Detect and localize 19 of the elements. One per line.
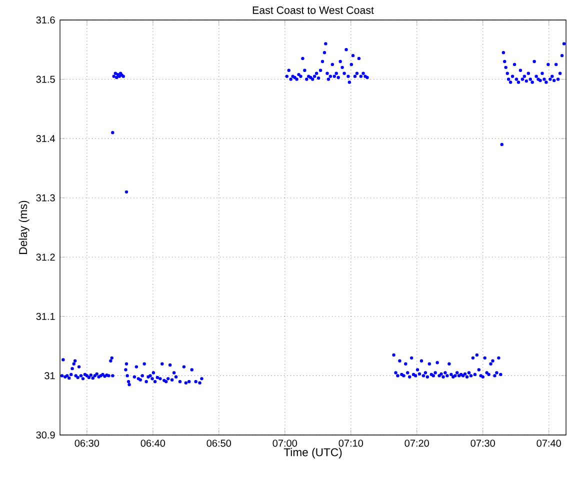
y-tick-label: 31.5 <box>36 76 55 83</box>
y-tick-label: 31.1 <box>36 312 55 320</box>
y-tick-label: 31.6 <box>36 16 55 24</box>
x-tick-label: 07:30 <box>470 440 495 447</box>
y-tick-label: 31 <box>44 372 55 380</box>
y-tick-label: 31.3 <box>36 194 55 202</box>
x-tick-label: 07:40 <box>536 440 561 447</box>
y-tick-label: 31.4 <box>36 135 55 142</box>
y-tick-label: 30.9 <box>36 431 55 439</box>
chart-title: East Coast to West Coast <box>252 6 374 14</box>
x-axis-title: Time (UTC) <box>284 448 342 458</box>
x-tick-label: 07:20 <box>404 440 429 447</box>
x-tick-label: 07:00 <box>272 440 298 447</box>
x-tick-label: 07:10 <box>338 440 364 447</box>
y-axis-title: Delay (ms) <box>18 200 30 254</box>
x-tick-label: 06:50 <box>206 440 232 447</box>
x-tick-label: 06:40 <box>140 440 166 447</box>
x-tick-label: 06:30 <box>74 440 100 447</box>
y-tick-label: 31.2 <box>36 254 55 261</box>
